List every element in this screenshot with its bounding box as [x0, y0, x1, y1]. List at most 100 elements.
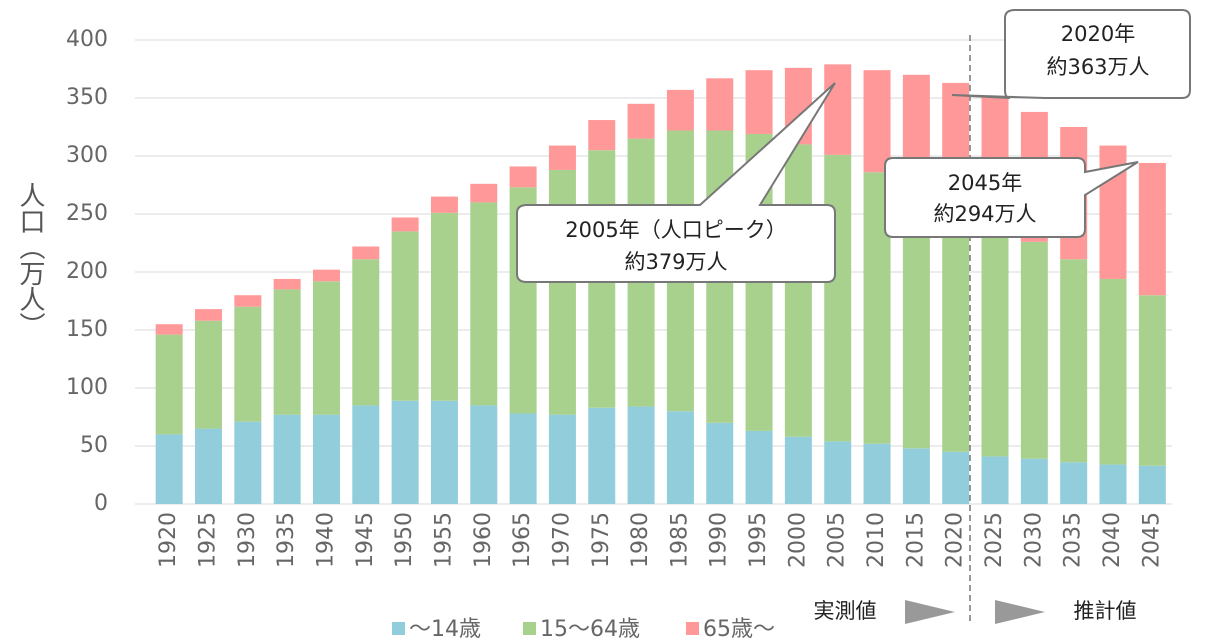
bar-segment [1020, 241, 1048, 459]
bar-segment [942, 451, 970, 504]
bar-segment [981, 456, 1009, 504]
plot: 0 50 100 150 200 250 300 350 400 1920 1925 1930 1935… [66, 27, 1172, 640]
x-tick-label: 1990 [707, 512, 732, 568]
legend-swatch [523, 622, 536, 635]
callout-text: 2005年（人口ピーク） [565, 218, 786, 242]
bar-segment [1138, 295, 1166, 466]
x-tick-label: 1955 [431, 512, 456, 568]
bar-segment [1060, 462, 1088, 504]
bar-segment [824, 154, 852, 442]
callout-text: 2045年 [948, 171, 1022, 195]
x-tick-label: 1965 [510, 512, 535, 568]
bar-segment [981, 214, 1009, 457]
x-tick-label: 1920 [156, 512, 181, 568]
x-tick-label: 1975 [589, 512, 614, 568]
legend-label: ～14歳 [409, 617, 481, 640]
x-tick-label: 2015 [903, 512, 928, 568]
x-tick-label: 2025 [982, 512, 1007, 568]
bar-segment [1099, 278, 1127, 465]
y-tick-label: 250 [66, 201, 108, 226]
callout: 2045年 約294万人 [884, 157, 1139, 238]
y-tick-label: 100 [66, 375, 108, 400]
bar-segment [391, 400, 419, 504]
bar-segment [1020, 458, 1048, 504]
bar-segment [430, 400, 458, 504]
bar-segment [745, 430, 773, 504]
y-tick-label: 200 [66, 259, 108, 284]
bar-segment [273, 289, 301, 415]
bar-segment [234, 295, 262, 307]
bar-segment [273, 414, 301, 504]
bar-segment [352, 405, 380, 504]
bar-segment [273, 278, 301, 290]
x-tick-label: 2030 [1021, 512, 1046, 568]
bar-segment [352, 259, 380, 406]
x-tick-label: 1970 [549, 512, 574, 568]
bar-segment [902, 448, 930, 504]
y-tick-label: 150 [66, 317, 108, 342]
bar-segment [548, 145, 576, 170]
bar-segment [863, 443, 891, 504]
bar-segment [391, 231, 419, 401]
x-tick-label: 1935 [274, 512, 299, 568]
bar-segment [706, 422, 734, 504]
bar-segment [470, 202, 498, 406]
x-tick-label: 1950 [392, 512, 417, 568]
callout: 2005年（人口ピーク） 約379万人 [516, 82, 836, 283]
bar-segment [155, 324, 183, 335]
x-tick-label: 1945 [353, 512, 378, 568]
bar-segment [470, 183, 498, 203]
period-label: 実測値 [814, 599, 877, 623]
bar-segment [470, 405, 498, 504]
bar-segment [588, 120, 616, 151]
x-tick-label: 1980 [628, 512, 653, 568]
bar-segment [784, 436, 812, 504]
bar-segment [824, 441, 852, 504]
callout-text: 約294万人 [933, 202, 1036, 226]
bar-segment [155, 334, 183, 435]
y-tick-label: 0 [94, 491, 108, 516]
bar-segment [1138, 162, 1166, 296]
bar-segment [745, 70, 773, 134]
x-tick-label: 2005 [825, 512, 850, 568]
bar-segment [352, 246, 380, 260]
period-label: 推計値 [1074, 599, 1137, 623]
bar-segment [627, 103, 655, 139]
x-tick-label: 2045 [1139, 512, 1164, 568]
x-tick-label: 1960 [471, 512, 496, 568]
y-tick-label: 350 [66, 85, 108, 110]
y-tick-label: 300 [66, 143, 108, 168]
x-tick-label: 1995 [746, 512, 771, 568]
bar-segment [234, 306, 262, 422]
bar-segment [942, 200, 970, 452]
bar-segment [1138, 465, 1166, 504]
bar-segment [234, 421, 262, 504]
bar-segment [666, 89, 694, 131]
bar-segment [1099, 464, 1127, 504]
arrow-right [995, 600, 1045, 624]
bar-segment [194, 309, 222, 321]
legend-label: 15～64歳 [540, 617, 640, 640]
bar-segment [706, 78, 734, 131]
bar-segment [312, 281, 340, 415]
x-tick-label: 1930 [235, 512, 260, 568]
x-tick-label: 1925 [195, 512, 220, 568]
x-tick-label: 2010 [864, 512, 889, 568]
x-tick-label: 1985 [667, 512, 692, 568]
legend-swatch [392, 622, 405, 635]
bar-segment [863, 70, 891, 173]
x-tick-label: 2000 [785, 512, 810, 568]
bar-segment [312, 269, 340, 282]
bar-segment [588, 407, 616, 504]
callout-text: 2020年 [1061, 22, 1135, 46]
x-tick-label: 2035 [1061, 512, 1086, 568]
bar-segment [194, 320, 222, 429]
callout-text: 約363万人 [1046, 55, 1149, 79]
bar-segment [548, 414, 576, 504]
bar-segment [509, 166, 537, 188]
bar-segment [430, 196, 458, 213]
callout: 2020年 約363万人 [951, 9, 1191, 99]
bar-segment [391, 217, 419, 232]
legend-label: 65歳～ [703, 617, 775, 640]
